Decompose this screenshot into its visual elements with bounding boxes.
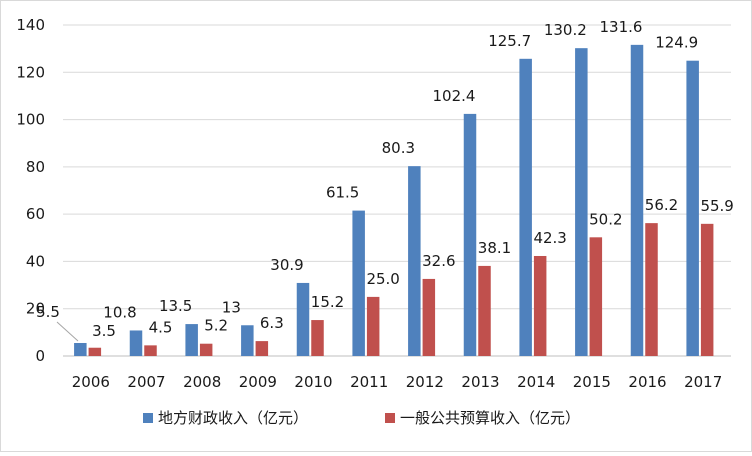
bar-series-1 — [129, 330, 143, 356]
y-tick-label: 80 — [26, 158, 45, 176]
data-label-series-2: 5.2 — [204, 317, 228, 335]
bar-series-2 — [700, 223, 714, 356]
x-tick-label: 2014 — [517, 373, 555, 391]
y-tick-label: 40 — [26, 252, 45, 270]
data-label-series-1: 10.8 — [103, 303, 136, 321]
y-tick-label: 20 — [26, 300, 45, 318]
x-tick-label: 2011 — [350, 373, 388, 391]
x-tick-label: 2013 — [461, 373, 499, 391]
y-tick-label: 0 — [35, 347, 45, 365]
x-tick-label: 2007 — [127, 373, 165, 391]
bar-series-2 — [478, 265, 491, 356]
data-label-series-2: 4.5 — [149, 318, 173, 336]
legend-swatch-2 — [385, 413, 395, 423]
y-tick-label: 100 — [16, 111, 45, 129]
x-tick-label: 2006 — [72, 373, 110, 391]
data-label-series-1: 102.4 — [433, 87, 476, 105]
bar-series-1 — [185, 324, 198, 356]
data-label-series-1: 130.2 — [544, 21, 587, 39]
bar-series-1 — [296, 282, 310, 356]
x-tick-label: 2008 — [183, 373, 221, 391]
data-label-series-2: 15.2 — [311, 293, 344, 311]
data-label-series-2: 38.1 — [478, 239, 511, 257]
bar-series-2 — [366, 296, 380, 356]
y-tick-label: 140 — [16, 16, 45, 34]
x-tick-label: 2016 — [628, 373, 666, 391]
data-label-series-1: 5.5 — [36, 303, 60, 321]
bar-series-2 — [645, 223, 658, 356]
x-tick-label: 2015 — [573, 373, 611, 391]
data-label-series-1: 61.5 — [326, 184, 359, 202]
data-label-series-2: 3.5 — [92, 322, 116, 340]
bar-series-1 — [352, 210, 365, 356]
bar-series-2 — [422, 278, 436, 356]
bar-series-2 — [144, 345, 157, 356]
gridlines — [63, 24, 731, 357]
bar-series-2 — [589, 237, 603, 356]
data-label-series-2: 56.2 — [645, 196, 678, 214]
y-tick-label: 60 — [26, 205, 45, 223]
bar-series-2 — [199, 343, 213, 356]
x-tick-label: 2010 — [294, 373, 332, 391]
data-label-series-2: 6.3 — [260, 314, 284, 332]
bar-series-2 — [311, 320, 324, 356]
data-label-series-1: 13 — [222, 298, 241, 316]
legend: 地方财政收入（亿元） 一般公共预算收入（亿元） — [143, 409, 580, 427]
data-label-leader-line — [56, 321, 79, 342]
data-labels: 5.5 10.8 13.5 13 30.9 61.5 80.3 102.4 125.7 130.2… — [36, 18, 734, 342]
data-label-series-1: 30.9 — [270, 256, 303, 274]
data-label-series-1: 13.5 — [159, 297, 192, 315]
bar-series-1 — [686, 60, 699, 356]
data-label-series-2: 32.6 — [422, 252, 455, 270]
legend-label-2: 一般公共预算收入（亿元） — [400, 409, 580, 427]
bar-series-1 — [241, 325, 254, 356]
x-tick-label: 2009 — [239, 373, 277, 391]
x-tick-label: 2017 — [684, 373, 722, 391]
x-axis-ticks: 2006 2007 2008 2009 2010 2011 2012 2013 2014 2015… — [72, 373, 723, 391]
data-label-series-1: 124.9 — [655, 34, 698, 52]
bars — [74, 44, 714, 357]
data-label-series-1: 125.7 — [488, 32, 531, 50]
legend-label-1: 地方财政收入（亿元） — [158, 409, 308, 427]
bar-series-2 — [533, 255, 547, 356]
bar-series-2 — [88, 347, 102, 356]
data-label-series-2: 50.2 — [589, 210, 622, 228]
bar-series-1 — [519, 58, 532, 356]
data-label-series-1: 131.6 — [600, 18, 643, 36]
data-label-series-2: 25.0 — [366, 270, 399, 288]
bar-series-1 — [575, 48, 588, 357]
y-axis-ticks: 0 20 40 60 80 100 120 140 — [16, 16, 45, 365]
bar-series-2 — [255, 341, 269, 356]
bar-series-1 — [463, 113, 477, 356]
y-tick-label: 120 — [16, 63, 45, 81]
legend-item-series-2: 一般公共预算收入（亿元） — [385, 409, 580, 427]
legend-swatch-1 — [143, 413, 153, 423]
bar-series-1 — [74, 342, 87, 356]
data-label-series-2: 55.9 — [700, 197, 733, 215]
bar-series-1 — [408, 166, 421, 356]
data-label-series-1: 80.3 — [382, 139, 415, 157]
x-tick-label: 2012 — [406, 373, 444, 391]
legend-item-series-1: 地方财政收入（亿元） — [143, 409, 308, 427]
bar-series-1 — [630, 44, 644, 357]
data-label-series-2: 42.3 — [533, 229, 566, 247]
